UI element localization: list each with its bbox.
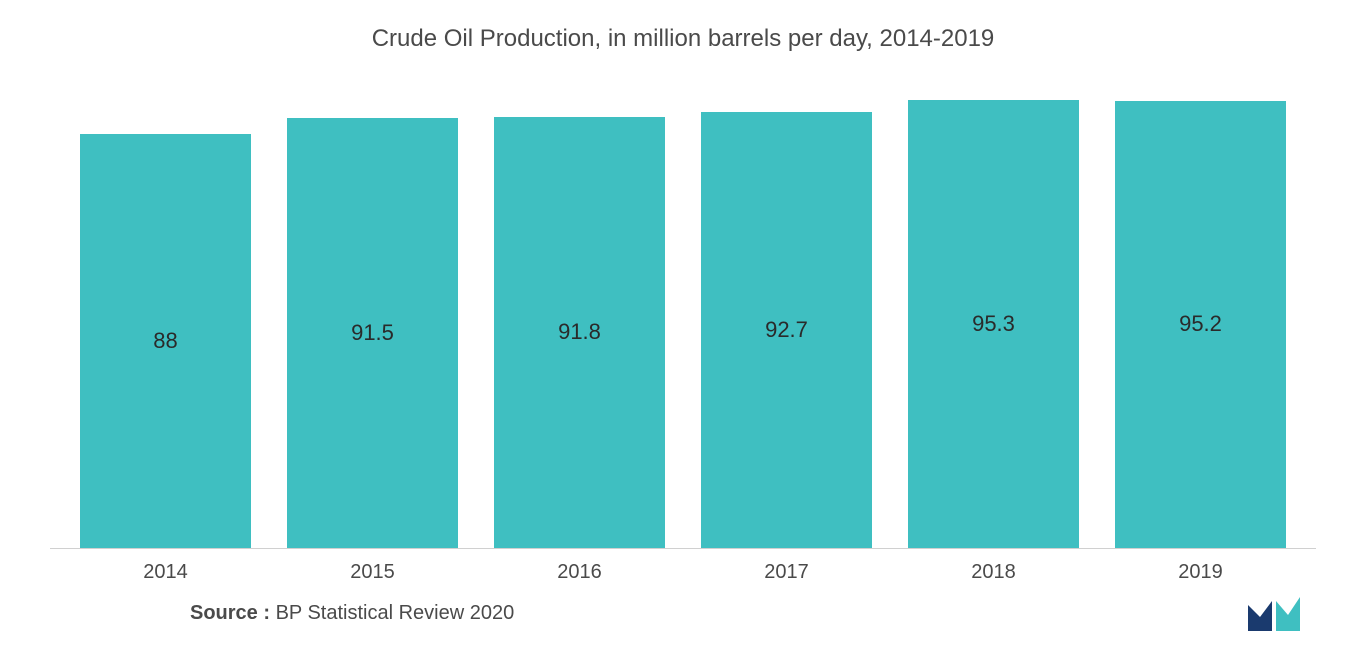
bar-wrapper: 95.2 [1115, 83, 1286, 548]
x-label: 2019 [1115, 561, 1286, 584]
mi-logo-icon [1246, 593, 1306, 633]
bar-wrapper: 88 [80, 83, 251, 548]
bar-value: 88 [153, 328, 177, 354]
bar-wrapper: 92.7 [701, 83, 872, 548]
x-label: 2014 [80, 561, 251, 584]
x-label: 2018 [908, 561, 1079, 584]
x-label: 2017 [701, 561, 872, 584]
bar-wrapper: 91.8 [494, 83, 665, 548]
x-label: 2016 [494, 561, 665, 584]
bar-2019: 95.2 [1115, 101, 1286, 548]
x-label: 2015 [287, 561, 458, 584]
bar-wrapper: 95.3 [908, 83, 1079, 548]
bar-2015: 91.5 [287, 118, 458, 548]
source-label: Source : [190, 602, 270, 624]
source-attribution: Source : BP Statistical Review 2020 [50, 602, 1316, 625]
bar-value: 91.5 [351, 320, 394, 346]
bar-2018: 95.3 [908, 100, 1079, 548]
bar-2014: 88 [80, 134, 251, 548]
bar-value: 92.7 [765, 317, 808, 343]
bars-area: 88 91.5 91.8 92.7 95.3 95.2 [50, 83, 1316, 549]
chart-title: Crude Oil Production, in million barrels… [50, 25, 1316, 53]
bar-value: 95.2 [1179, 311, 1222, 337]
bar-wrapper: 91.5 [287, 83, 458, 548]
bar-value: 95.3 [972, 311, 1015, 337]
source-text: BP Statistical Review 2020 [270, 602, 514, 624]
bar-value: 91.8 [558, 319, 601, 345]
bar-2017: 92.7 [701, 112, 872, 548]
bar-2016: 91.8 [494, 117, 665, 548]
chart-container: Crude Oil Production, in million barrels… [0, 0, 1366, 655]
x-axis-labels: 2014 2015 2016 2017 2018 2019 [50, 549, 1316, 584]
